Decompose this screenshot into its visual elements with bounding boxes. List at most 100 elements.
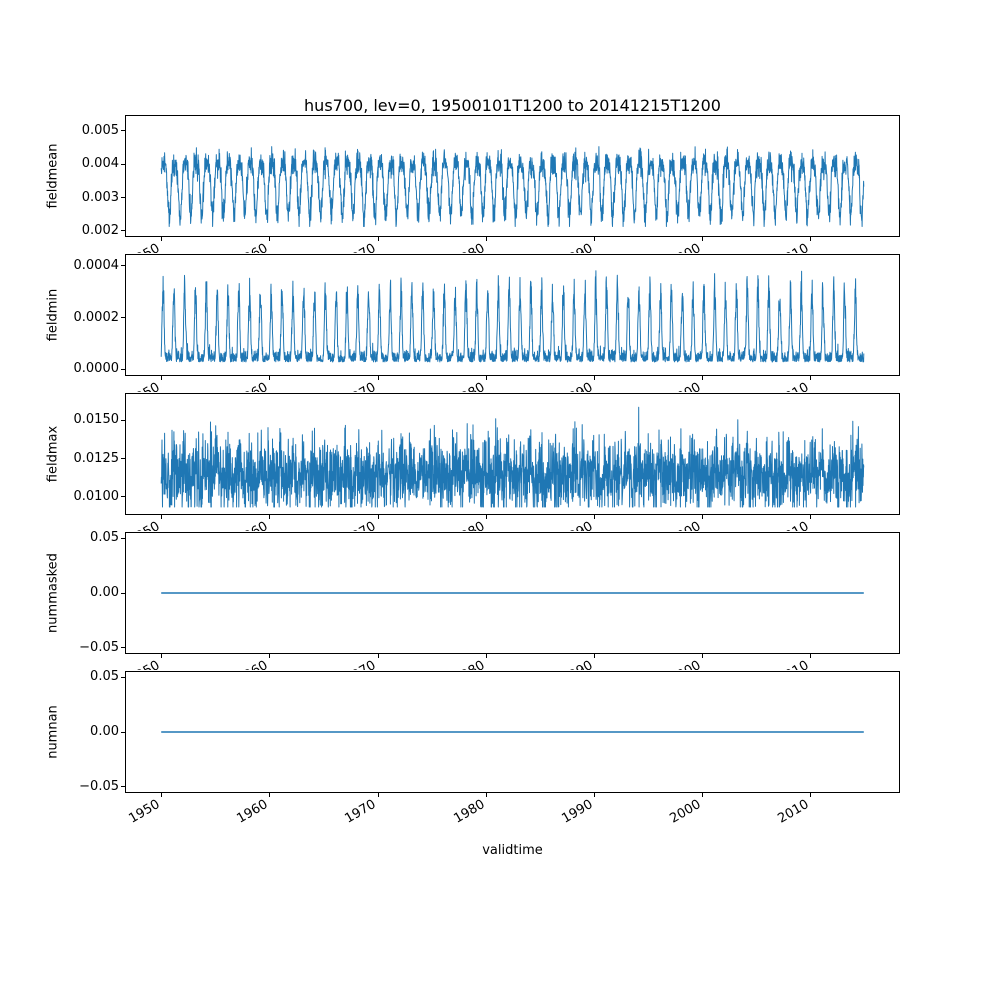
xtick-label: 1960	[235, 658, 271, 670]
x-tick-mark	[593, 376, 595, 380]
xtick-labels: 1950 1960 1970 1980 1990 2000 2010	[126, 795, 899, 845]
x-tick-mark	[593, 654, 595, 658]
x-tick-mark	[485, 237, 487, 241]
x-tick-mark	[593, 515, 595, 519]
x-tick-mark	[161, 654, 163, 658]
x-tick-mark	[269, 237, 271, 241]
xtick-label: 1950	[126, 519, 162, 531]
subplot-numnan	[125, 671, 900, 793]
xtick-label: 1980	[451, 519, 487, 531]
xtick-label: 1970	[343, 658, 379, 670]
xtick-label: 2000	[667, 241, 703, 253]
subplot-fieldmax	[125, 393, 900, 515]
xtick-label: 2010	[776, 658, 812, 670]
x-tick-mark	[485, 654, 487, 658]
x-tick-mark	[269, 793, 271, 797]
x-tick-mark	[377, 654, 379, 658]
xtick-label: 1960	[235, 380, 271, 392]
x-tick-mark	[269, 515, 271, 519]
x-tick-mark	[810, 515, 812, 519]
x-tick-mark	[810, 237, 812, 241]
clipped-xtick-labels: 1950 1960 1970 1980 1990 2000 2010	[126, 378, 899, 392]
y-axis-label-numnan: numnan	[45, 705, 61, 759]
clipped-xtick-labels: 1950 1960 1970 1980 1990 2000 2010	[126, 517, 899, 531]
x-tick-mark	[702, 515, 704, 519]
x-tick-mark	[485, 793, 487, 797]
x-tick-mark	[377, 376, 379, 380]
xtick-label: 2000	[667, 797, 704, 827]
y-axis-label-nummasked: nummasked	[45, 553, 61, 633]
fieldmin-series-line	[160, 270, 865, 363]
x-tick-mark	[593, 237, 595, 241]
x-tick-mark	[161, 237, 163, 241]
x-tick-mark	[377, 793, 379, 797]
xtick-label: 1970	[342, 797, 380, 827]
xtick-label: 2000	[667, 380, 703, 392]
subplot-fieldmin	[125, 254, 900, 376]
fieldmean-series-line	[160, 146, 865, 227]
x-tick-mark	[702, 654, 704, 658]
ytick-label: 0.002	[81, 222, 119, 238]
xtick-label: 1960	[235, 241, 271, 253]
clipped-xtick-labels: 1950 1960 1970 1980 1990 2000 2010	[126, 656, 899, 670]
xtick-label: 1960	[235, 519, 271, 531]
xtick-label: 1990	[559, 658, 595, 670]
nummasked-series-line	[161, 592, 864, 594]
x-tick-mark	[702, 237, 704, 241]
x-tick-mark	[810, 793, 812, 797]
ytick-label: 0.0004	[73, 257, 120, 273]
xtick-label: 1990	[559, 241, 595, 253]
xtick-label: 1980	[451, 380, 487, 392]
ytick-label: 0.05	[90, 530, 119, 546]
numnan-series-line	[161, 731, 864, 733]
x-tick-mark	[485, 515, 487, 519]
x-tick-mark	[161, 515, 163, 519]
xtick-label: 1990	[559, 519, 595, 531]
xtick-label: 2010	[776, 380, 812, 392]
ytick-label: 0.0000	[73, 361, 120, 377]
ytick-label: −0.05	[79, 639, 119, 655]
subplot-nummasked	[125, 532, 900, 654]
x-tick-mark	[702, 376, 704, 380]
xtick-label: 1970	[343, 380, 379, 392]
x-tick-mark	[810, 654, 812, 658]
x-tick-mark	[377, 237, 379, 241]
x-tick-mark	[485, 376, 487, 380]
x-tick-mark	[702, 793, 704, 797]
xtick-label: 2010	[775, 797, 812, 827]
subplot-fieldmean	[125, 115, 900, 237]
xtick-label: 1950	[126, 380, 162, 392]
x-tick-mark	[269, 654, 271, 658]
xtick-label: 1950	[126, 797, 163, 827]
ytick-label: 0.05	[90, 669, 119, 685]
x-axis-label: validtime	[482, 843, 543, 858]
xtick-label: 1950	[126, 241, 162, 253]
xtick-label: 2000	[667, 658, 703, 670]
xtick-label: 1990	[559, 380, 595, 392]
x-tick-mark	[810, 376, 812, 380]
x-tick-mark	[377, 515, 379, 519]
x-tick-mark	[161, 376, 163, 380]
xtick-label: 1970	[343, 519, 379, 531]
xtick-label: 1960	[234, 797, 271, 827]
xtick-label: 1990	[559, 797, 596, 827]
ytick-label: 0.0100	[73, 488, 120, 504]
xtick-label: 2000	[667, 519, 703, 531]
xtick-label: 1950	[126, 658, 162, 670]
xtick-label: 2010	[776, 241, 812, 253]
x-tick-mark	[593, 793, 595, 797]
y-axis-label-fieldmean: fieldmean	[45, 143, 61, 209]
xtick-label: 1980	[451, 797, 488, 827]
xtick-label: 1970	[343, 241, 379, 253]
clipped-xtick-labels: 1950 1960 1970 1980 1990 2000 2010	[126, 239, 899, 253]
y-axis-label-fieldmax: fieldmax	[45, 425, 61, 483]
xtick-label: 1980	[451, 241, 487, 253]
fieldmax-series-line	[160, 406, 865, 508]
x-tick-mark	[161, 793, 163, 797]
chart-title: hus700, lev=0, 19500101T1200 to 20141215…	[304, 96, 721, 115]
xtick-label: 1980	[451, 658, 487, 670]
x-tick-mark	[269, 376, 271, 380]
ytick-label: 0.005	[81, 122, 119, 138]
xtick-label: 2010	[776, 519, 812, 531]
